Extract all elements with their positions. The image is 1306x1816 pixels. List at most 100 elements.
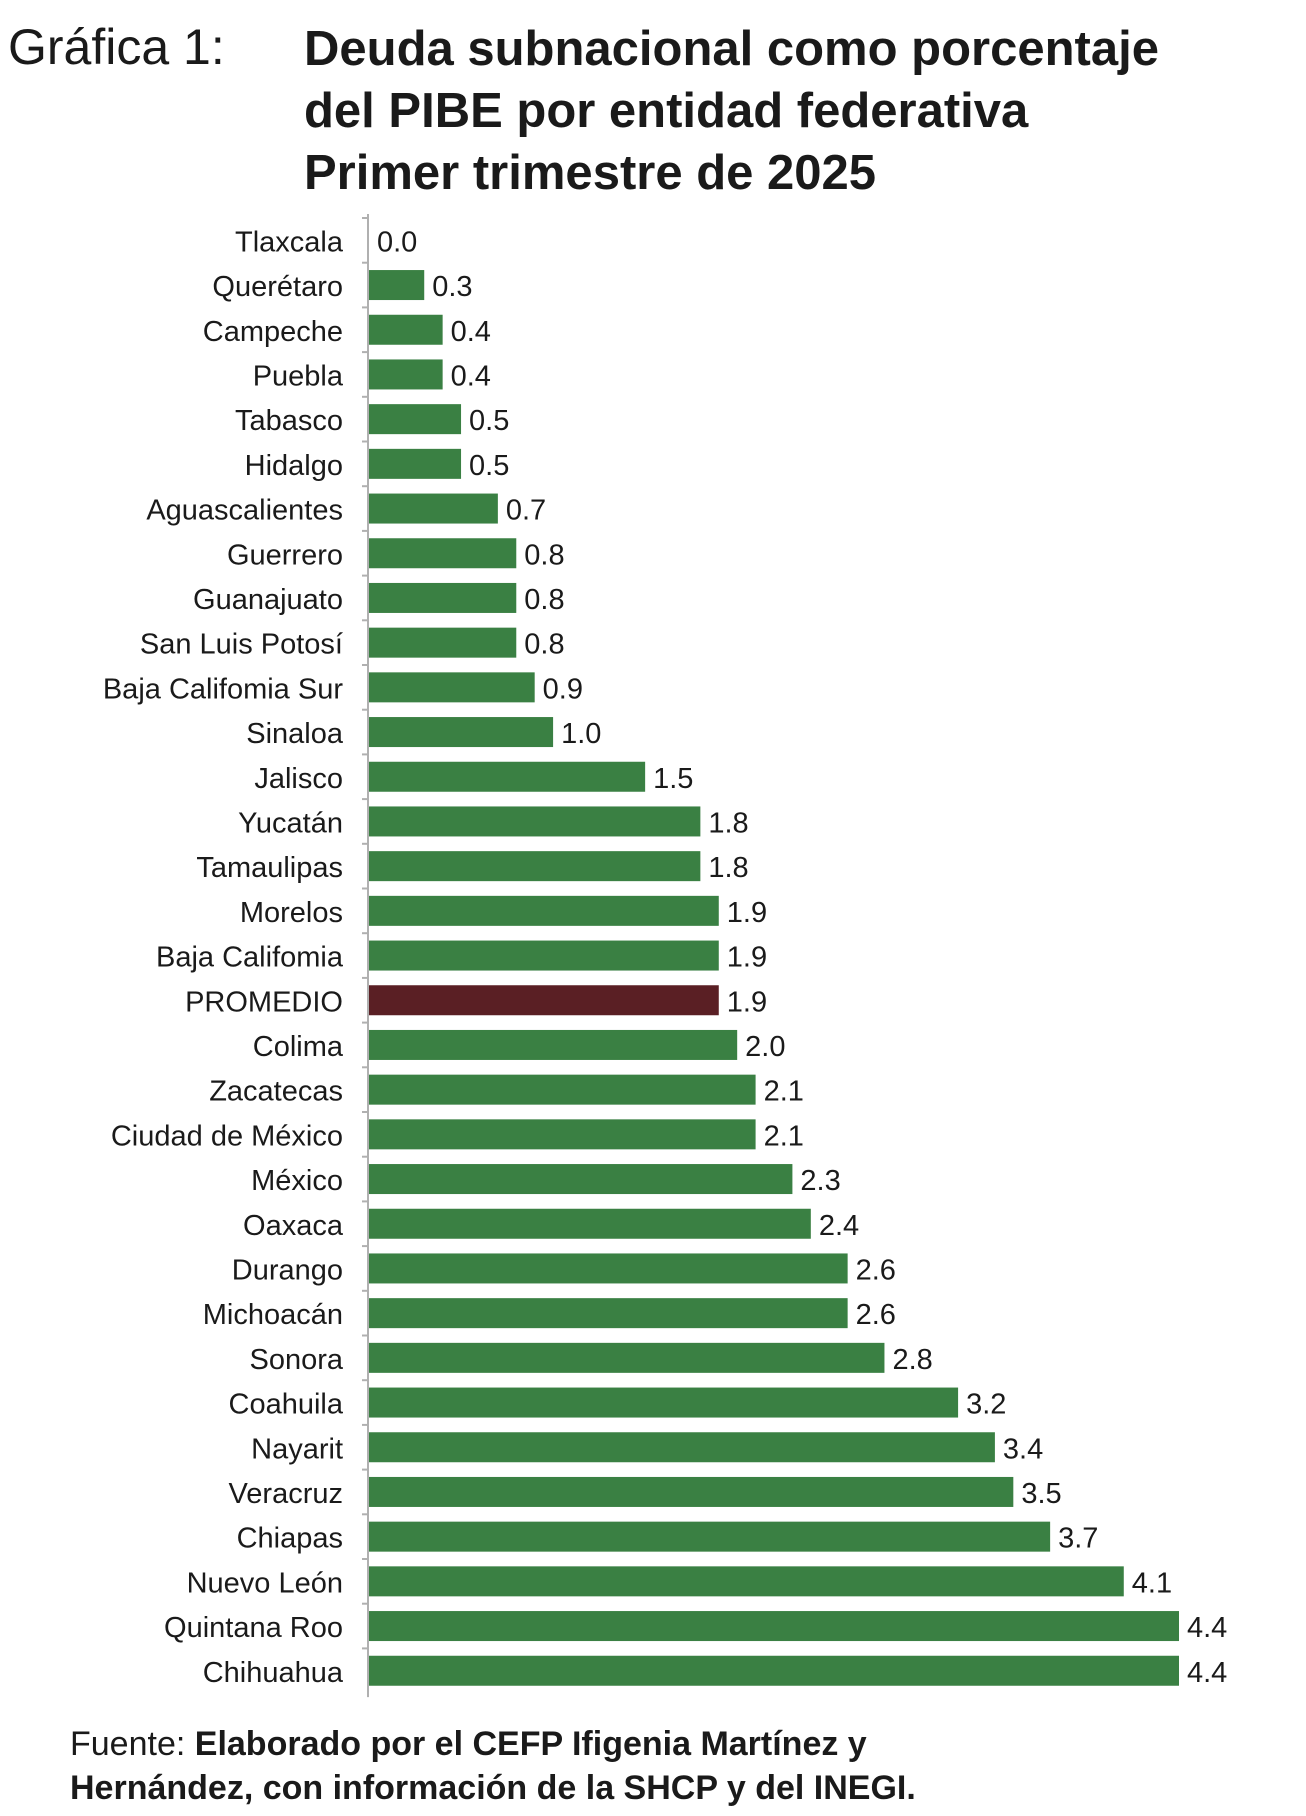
title-line-1: Deuda subnacional como porcentaje [304,22,1159,76]
category-label: PROMEDIO [185,986,343,1018]
category-label: Chihuahua [203,1657,344,1689]
value-label: 0.9 [543,673,583,705]
value-label: 4.4 [1187,1657,1227,1689]
category-label: Yucatán [238,807,343,839]
bar [369,1074,756,1105]
category-label: Hidalgo [245,450,343,482]
bar [369,1298,848,1329]
category-label: Tlaxcala [235,226,344,258]
value-label: 1.9 [727,897,767,929]
category-label: Guanajuato [193,584,343,616]
bar [369,538,517,569]
value-label: 2.4 [819,1210,859,1242]
category-label: Campeche [203,316,343,348]
value-label: 0.3 [432,271,472,303]
value-label: 3.2 [966,1389,1006,1421]
bar [369,1566,1124,1597]
bar [369,1432,995,1463]
bar [369,940,719,971]
bar [369,672,535,703]
bar [369,1387,959,1418]
category-label: Ciudad de México [111,1120,343,1152]
category-label: Michoacán [203,1299,343,1331]
bar [369,895,719,926]
source-note: Fuente: Elaborado por el CEFP Ifigenia M… [70,1722,1270,1810]
category-label: Morelos [240,897,343,929]
value-label: 2.6 [856,1299,896,1331]
bar [369,1164,793,1195]
value-label: 0.8 [524,629,564,661]
bar [369,1521,1051,1552]
value-label: 0.7 [506,495,546,527]
category-label: Durango [232,1254,343,1286]
value-label: 4.4 [1187,1612,1227,1644]
value-label: 0.5 [469,405,509,437]
category-label: Querétaro [212,271,343,303]
bar [369,1119,756,1150]
title-line-2: del PIBE por entidad federativa [304,84,1029,138]
category-label: Baja Califomia Sur [103,673,343,705]
value-label: 0.5 [469,450,509,482]
bar [369,359,443,390]
value-label: 0.8 [524,584,564,616]
value-label: 2.8 [892,1344,932,1376]
category-label: Nayarit [251,1433,343,1465]
bar-average [369,985,719,1016]
category-label: México [251,1165,343,1197]
category-label: Baja Califomia [156,942,344,974]
category-label: Tabasco [235,405,343,437]
category-label: Chiapas [237,1523,343,1555]
bar [369,1476,1014,1507]
bar [369,627,517,658]
bar [369,1611,1179,1642]
value-label: 0.4 [451,316,491,348]
value-label: 2.1 [764,1120,804,1152]
value-label: 1.8 [708,807,748,839]
category-label: Nuevo León [187,1567,343,1599]
figure-label: Gráfica 1: [8,19,225,75]
value-label: 1.5 [653,763,693,795]
bar [369,448,462,479]
category-label: Sonora [249,1344,343,1376]
value-label: 1.0 [561,718,601,750]
category-label: Guerrero [227,539,343,571]
bar [369,270,425,301]
value-label: 4.1 [1132,1567,1172,1599]
source-label: Fuente: [70,1725,186,1763]
value-label: 2.1 [764,1076,804,1108]
value-label: 2.3 [800,1165,840,1197]
category-label: Coahuila [229,1389,344,1421]
bar [369,493,498,524]
bar [369,1342,885,1373]
category-label: Puebla [253,360,344,392]
source-text-line-2: Hernández, con información de la SHCP y … [70,1769,916,1807]
value-label: 3.4 [1003,1433,1043,1465]
category-label: Aguascalientes [146,495,343,527]
bar [369,1655,1179,1686]
bar-chart: Tlaxcala 0.0 Querétaro 0.3 Campeche 0.4 Puebla… [103,214,1227,1698]
value-label: 3.7 [1058,1523,1098,1555]
category-label: Quintana Roo [164,1612,343,1644]
category-label: Tamaulipas [196,852,343,884]
bar [369,404,462,435]
bar [369,851,701,882]
value-label: 0.8 [524,539,564,571]
bar [369,761,646,792]
bar [369,1029,738,1060]
category-label: Veracruz [229,1478,343,1510]
value-label: 1.8 [708,852,748,884]
bar [369,1253,848,1284]
category-label: Jalisco [254,763,343,795]
value-label: 2.0 [745,1031,785,1063]
value-label: 1.9 [727,942,767,974]
category-label: Oaxaca [243,1210,344,1242]
value-label: 3.5 [1021,1478,1061,1510]
title-line-3: Primer trimestre de 2025 [304,146,876,200]
category-label: Colima [253,1031,344,1063]
bar [369,582,517,613]
source-text-line-1: Elaborado por el CEFP Ifigenia Martínez … [194,1725,867,1763]
value-label: 0.4 [451,360,491,392]
chart-title: Deuda subnacional como porcentaje del PI… [304,18,1294,204]
bar [369,717,554,748]
value-label: 2.6 [856,1254,896,1286]
